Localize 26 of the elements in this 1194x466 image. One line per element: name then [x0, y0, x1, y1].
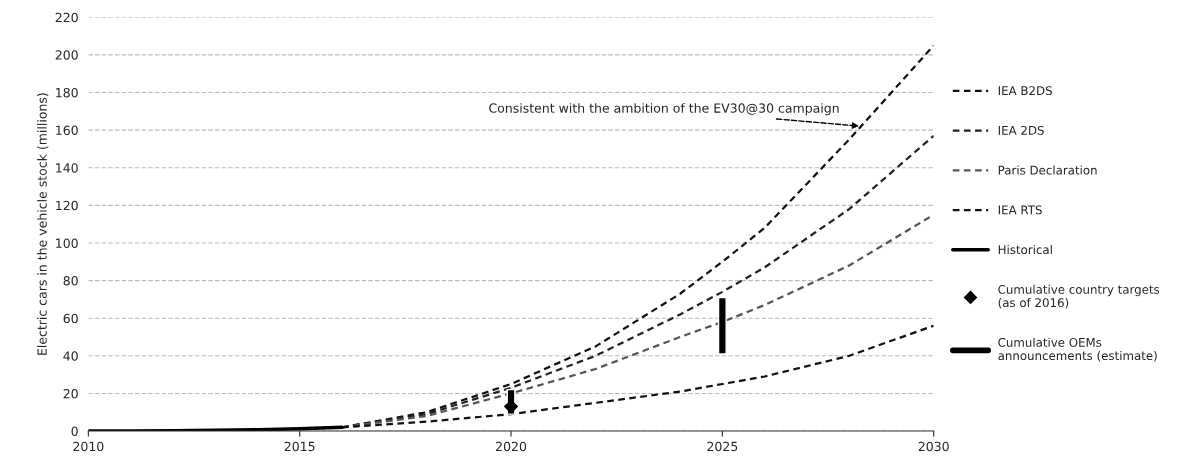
legend-label: Cumulative OEMs announcements (estimate)	[998, 337, 1157, 362]
x-tick-label: 2030	[918, 441, 949, 452]
x-tick-label: 2015	[284, 441, 315, 452]
legend-label: IEA B2DS	[998, 86, 1052, 96]
y-tick-label: 100	[56, 238, 78, 248]
y-tick-label: 60	[63, 313, 78, 324]
legend-label: IEA RTS	[998, 205, 1042, 215]
y-tick-label: 20	[63, 388, 78, 399]
y-tick-label: 200	[55, 50, 78, 60]
y-tick-label: 80	[63, 276, 78, 286]
y-tick-label: 40	[63, 351, 78, 361]
y-tick-label: 0	[71, 426, 78, 436]
x-tick-label: 2020	[496, 441, 527, 452]
legend-label: Historical	[998, 244, 1052, 255]
legend-label: Cumulative country targets (as of 2016)	[998, 284, 1160, 309]
y-tick-label: 180	[56, 87, 78, 98]
legend-label: Paris Declaration	[998, 165, 1097, 175]
legend-label: IEA 2DS	[998, 125, 1044, 135]
y-tick-label: 220	[55, 12, 78, 23]
y-axis-title: Electric cars in the vehicle stock (millions)	[37, 93, 49, 355]
annotation: Consistent with the ambition of the EV30@30 campaign	[489, 103, 839, 116]
y-tick-label: 160	[56, 125, 78, 136]
y-tick-label: 140	[56, 163, 78, 173]
y-tick-label: 120	[56, 200, 78, 211]
x-tick-label: 2010	[73, 441, 104, 452]
x-tick-label: 2025	[707, 441, 738, 452]
